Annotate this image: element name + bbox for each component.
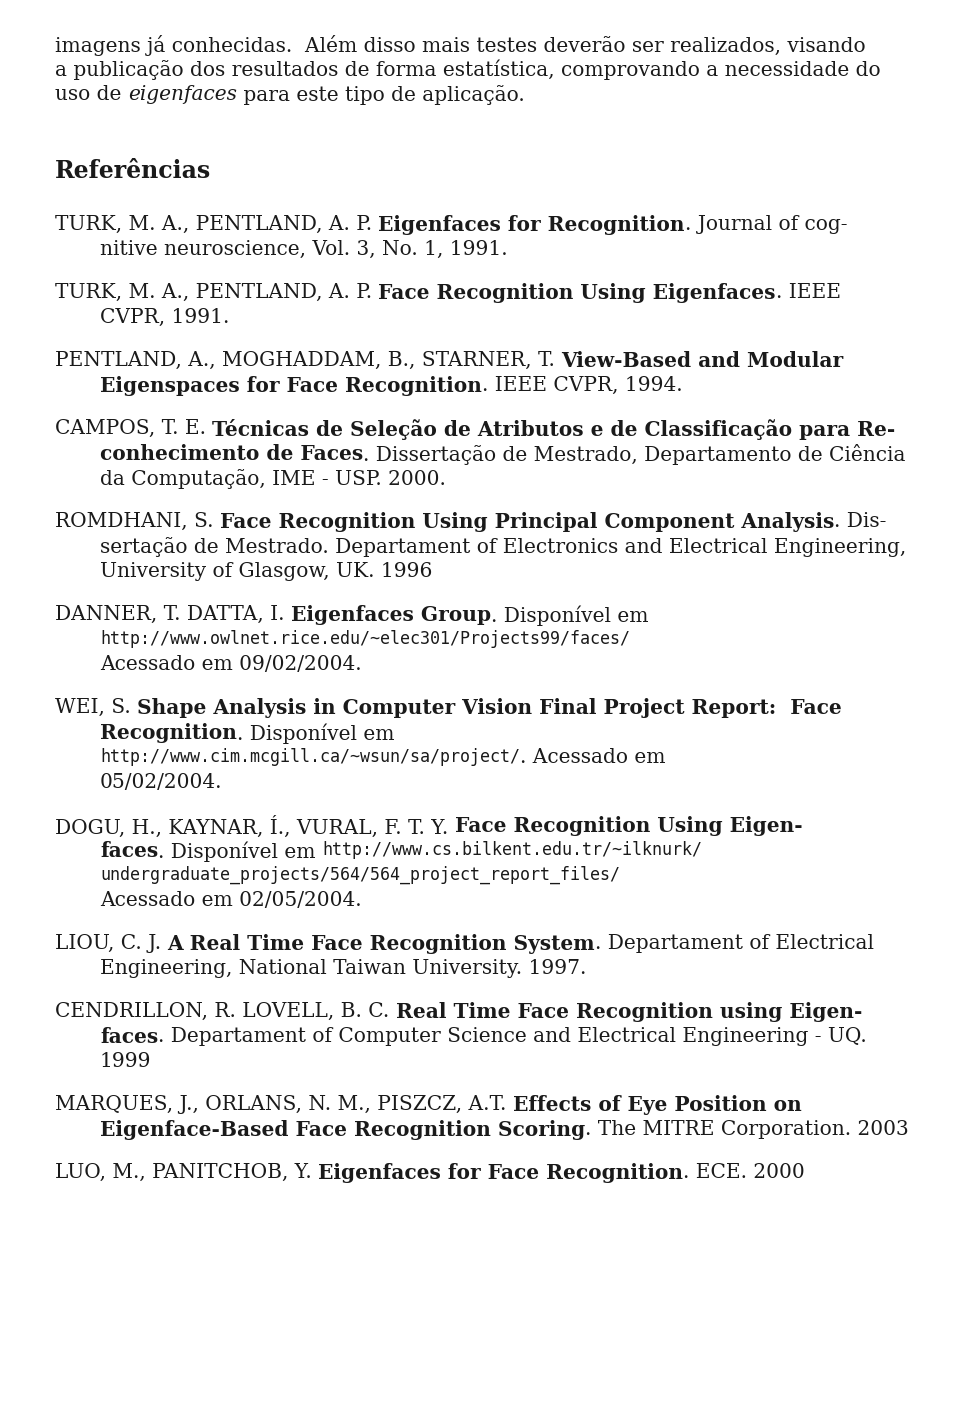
Text: Face Recognition Using Eigen-: Face Recognition Using Eigen- — [455, 816, 803, 836]
Text: Referências: Referências — [55, 159, 211, 183]
Text: imagens já conhecidas.  Além disso mais testes deverão ser realizados, visando: imagens já conhecidas. Além disso mais t… — [55, 35, 866, 57]
Text: . Disponível em: . Disponível em — [491, 605, 649, 625]
Text: uso de: uso de — [55, 85, 128, 103]
Text: . Disponível em: . Disponível em — [158, 842, 323, 862]
Text: Eigenfaces for Face Recognition: Eigenfaces for Face Recognition — [318, 1163, 684, 1183]
Text: . ECE. 2000: . ECE. 2000 — [684, 1163, 804, 1182]
Text: CVPR, 1991.: CVPR, 1991. — [100, 307, 229, 327]
Text: Eigenspaces for Face Recognition: Eigenspaces for Face Recognition — [100, 376, 482, 395]
Text: para este tipo de aplicação.: para este tipo de aplicação. — [237, 85, 524, 105]
Text: Acessado em 02/05/2004.: Acessado em 02/05/2004. — [100, 891, 362, 910]
Text: . The MITRE Corporation. 2003: . The MITRE Corporation. 2003 — [586, 1119, 909, 1139]
Text: View-Based and Modular: View-Based and Modular — [562, 351, 844, 371]
Text: Técnicas de Seleção de Atributos e de Classificação para Re-: Técnicas de Seleção de Atributos e de Cl… — [212, 419, 896, 441]
Text: University of Glasgow, UK. 1996: University of Glasgow, UK. 1996 — [100, 563, 432, 581]
Text: DOGU, H., KAYNAR, Í., VURAL, F. T. Y.: DOGU, H., KAYNAR, Í., VURAL, F. T. Y. — [55, 816, 455, 837]
Text: DANNER, T. DATTA, I.: DANNER, T. DATTA, I. — [55, 605, 291, 623]
Text: da Computação, IME - USP. 2000.: da Computação, IME - USP. 2000. — [100, 469, 445, 489]
Text: . IEEE CVPR, 1994.: . IEEE CVPR, 1994. — [482, 376, 683, 395]
Text: LUO, M., PANITCHOB, Y.: LUO, M., PANITCHOB, Y. — [55, 1163, 318, 1182]
Text: http://www.cs.bilkent.edu.tr/~ilknurk/: http://www.cs.bilkent.edu.tr/~ilknurk/ — [323, 842, 702, 859]
Text: CENDRILLON, R. LOVELL, B. C.: CENDRILLON, R. LOVELL, B. C. — [55, 1002, 396, 1022]
Text: Eigenfaces Group: Eigenfaces Group — [291, 605, 491, 625]
Text: . Journal of cog-: . Journal of cog- — [685, 215, 848, 234]
Text: sertação de Mestrado. Departament of Electronics and Electrical Engineering,: sertação de Mestrado. Departament of Ele… — [100, 537, 906, 557]
Text: Engineering, National Taiwan University. 1997.: Engineering, National Taiwan University.… — [100, 959, 587, 978]
Text: a publicação dos resultados de forma estatística, comprovando a necessidade do: a publicação dos resultados de forma est… — [55, 60, 880, 81]
Text: Real Time Face Recognition using Eigen-: Real Time Face Recognition using Eigen- — [396, 1002, 862, 1022]
Text: MARQUES, J., ORLANS, N. M., PISZCZ, A.T.: MARQUES, J., ORLANS, N. M., PISZCZ, A.T. — [55, 1095, 513, 1114]
Text: conhecimento de Faces: conhecimento de Faces — [100, 444, 363, 463]
Text: . IEEE: . IEEE — [776, 283, 841, 302]
Text: http://www.owlnet.rice.edu/~elec301/Projects99/faces/: http://www.owlnet.rice.edu/~elec301/Proj… — [100, 631, 630, 648]
Text: faces: faces — [100, 842, 158, 862]
Text: faces: faces — [100, 1027, 158, 1047]
Text: http://www.cim.mcgill.ca/~wsun/sa/project/: http://www.cim.mcgill.ca/~wsun/sa/projec… — [100, 748, 520, 767]
Text: Eigenface-Based Face Recognition Scoring: Eigenface-Based Face Recognition Scoring — [100, 1119, 586, 1141]
Text: Shape Analysis in Computer Vision Final Project Report:  Face: Shape Analysis in Computer Vision Final … — [137, 699, 842, 718]
Text: nitive neuroscience, Vol. 3, No. 1, 1991.: nitive neuroscience, Vol. 3, No. 1, 1991… — [100, 239, 508, 259]
Text: Face Recognition Using Principal Component Analysis: Face Recognition Using Principal Compone… — [220, 512, 834, 531]
Text: Acessado em 09/02/2004.: Acessado em 09/02/2004. — [100, 655, 362, 674]
Text: Effects of Eye Position on: Effects of Eye Position on — [513, 1095, 802, 1115]
Text: 05/02/2004.: 05/02/2004. — [100, 774, 223, 792]
Text: TURK, M. A., PENTLAND, A. P.: TURK, M. A., PENTLAND, A. P. — [55, 283, 378, 302]
Text: . Departament of Computer Science and Electrical Engineering - UQ.: . Departament of Computer Science and El… — [158, 1027, 867, 1046]
Text: ROMDHANI, S.: ROMDHANI, S. — [55, 512, 220, 531]
Text: Recognition: Recognition — [100, 723, 237, 743]
Text: TURK, M. A., PENTLAND, A. P.: TURK, M. A., PENTLAND, A. P. — [55, 215, 378, 234]
Text: . Disponível em: . Disponível em — [237, 723, 395, 744]
Text: 1999: 1999 — [100, 1051, 152, 1071]
Text: . Dis-: . Dis- — [834, 512, 887, 531]
Text: Face Recognition Using Eigenfaces: Face Recognition Using Eigenfaces — [378, 283, 776, 303]
Text: Eigenfaces for Recognition: Eigenfaces for Recognition — [378, 215, 685, 235]
Text: . Departament of Electrical: . Departament of Electrical — [595, 934, 875, 954]
Text: CAMPOS, T. E.: CAMPOS, T. E. — [55, 419, 212, 438]
Text: PENTLAND, A., MOGHADDAM, B., STARNER, T.: PENTLAND, A., MOGHADDAM, B., STARNER, T. — [55, 351, 562, 370]
Text: . Acessado em: . Acessado em — [520, 748, 665, 767]
Text: eigenfaces: eigenfaces — [128, 85, 237, 103]
Text: . Dissertação de Mestrado, Departamento de Ciência: . Dissertação de Mestrado, Departamento … — [363, 444, 905, 465]
Text: undergraduate_projects/564/564_project_report_files/: undergraduate_projects/564/564_project_r… — [100, 866, 620, 884]
Text: WEI, S.: WEI, S. — [55, 699, 137, 717]
Text: LIOU, C. J.: LIOU, C. J. — [55, 934, 167, 954]
Text: A Real Time Face Recognition System: A Real Time Face Recognition System — [167, 934, 595, 954]
